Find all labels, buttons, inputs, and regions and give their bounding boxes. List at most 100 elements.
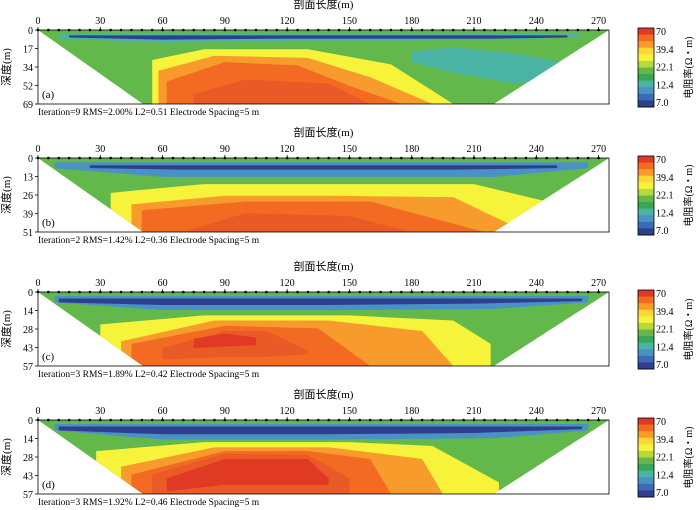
x-tick-label: 30 [95,406,105,417]
electrode-marker [182,28,185,32]
colorbar-1: 70 39.4 22.1 12.4 7.0 电阻率(Ω・m) [637,27,695,109]
electrode-marker [327,28,330,32]
electrode-marker [296,418,299,422]
electrode-marker [483,290,486,294]
electrode-marker [161,156,164,160]
electrode-marker [493,28,497,32]
electrode-marker [254,418,258,422]
electrode-marker [514,418,517,422]
colorbar-swatch [638,336,654,344]
x-tick-label: 150 [342,144,357,155]
electrode-marker [192,156,196,160]
section-body [38,420,609,494]
electrode-marker [483,28,486,32]
electrode-marker [462,290,465,294]
electrode-marker [88,156,92,160]
colorbar-swatch [638,431,654,439]
x-tick-label: 0 [36,278,41,289]
y-axis-title: 深度(m) [0,48,13,86]
electrode-marker [431,156,434,160]
electrode-marker [171,290,175,294]
colorbar-swatch [638,47,654,55]
inversion-stats: Iteration=2 RMS=1.42% L2=0.36 Electrode … [38,236,260,246]
electrode-marker [576,418,580,422]
electrode-marker [254,156,258,160]
colorbar-swatch [638,208,654,216]
colorbar-tick-label: 22.1 [656,453,674,464]
colorbar-swatch [638,156,654,164]
colorbar-tick-label: 7.0 [656,488,669,499]
electrode-marker [67,418,71,422]
electrode-marker [451,156,455,160]
electrode-marker [337,28,341,32]
electrode-marker [285,156,289,160]
x-tick-label: 210 [467,406,482,417]
electrode-marker [98,418,102,422]
electrode-marker [337,290,341,294]
electrode-marker [119,418,123,422]
y-tick-label: 28 [23,453,33,464]
colorbar-swatch [638,424,654,432]
electrode-marker [472,28,476,32]
electrode-marker [379,290,382,294]
electrode-marker [275,156,279,160]
colorbar-swatch [638,322,654,330]
electrode-marker [597,28,600,32]
electrode-marker [47,290,50,294]
x-tick-label: 270 [591,278,606,289]
electrode-marker [285,28,289,32]
electrode-marker [109,290,112,294]
electrode-marker [130,290,133,294]
y-tick-label: 13 [23,173,33,184]
electrode-marker [265,156,268,160]
y-tick-label: 28 [23,325,33,336]
electrode-marker [285,290,289,294]
y-tick-label: 39 [23,210,33,221]
electrode-marker [182,418,185,422]
y-axis-title: 深度(m) [0,438,13,476]
electrode-marker [78,290,81,294]
x-tick-label: 210 [467,16,482,27]
colorbar-swatch [638,100,654,108]
electrode-marker [472,290,476,294]
electrode-marker [431,418,434,422]
colorbar-tick-label: 22.1 [656,63,674,74]
colorbar-label: 电阻率(Ω・m) [682,165,695,227]
electrode-marker [410,28,414,32]
y-tick-label: 0 [28,26,33,37]
y-tick-label: 51 [23,228,33,239]
colorbar-swatch [638,418,654,426]
electrode-marker [57,418,61,422]
electrode-marker [410,156,414,160]
x-tick-label: 270 [591,406,606,417]
electrode-marker [88,418,92,422]
electrode-marker [67,290,71,294]
colorbar-swatch [638,74,654,82]
electrode-marker [483,156,486,160]
electrode-marker [306,28,310,32]
colorbar-swatch [638,67,654,75]
x-tick-label: 180 [404,16,419,27]
electrode-marker [223,28,227,32]
resistivity-layer-7 [183,213,412,232]
electrode-marker [47,28,50,32]
y-tick-label: 43 [23,472,33,483]
colorbar-frame [637,155,655,236]
colorbars: 7039.422.112.47.0电阻率(Ω・m)7039.422.112.47… [637,27,695,499]
electrode-marker [555,418,559,422]
colorbar-swatch [638,28,654,36]
electrode-marker [420,156,424,160]
electrode-marker [244,290,247,294]
electrode-marker [514,28,517,32]
y-tick-label: 0 [28,154,33,165]
electrode-marker [57,156,61,160]
x-tick-label: 180 [404,278,419,289]
electrode-marker [586,156,590,160]
electrode-marker [171,156,175,160]
electrode-marker [213,28,216,32]
colorbar-tick-label: 12.4 [656,470,674,481]
colorbar-frame [637,417,655,498]
electrode-marker [275,418,279,422]
electrode-marker [400,28,403,32]
x-tick-label: 120 [280,16,295,27]
